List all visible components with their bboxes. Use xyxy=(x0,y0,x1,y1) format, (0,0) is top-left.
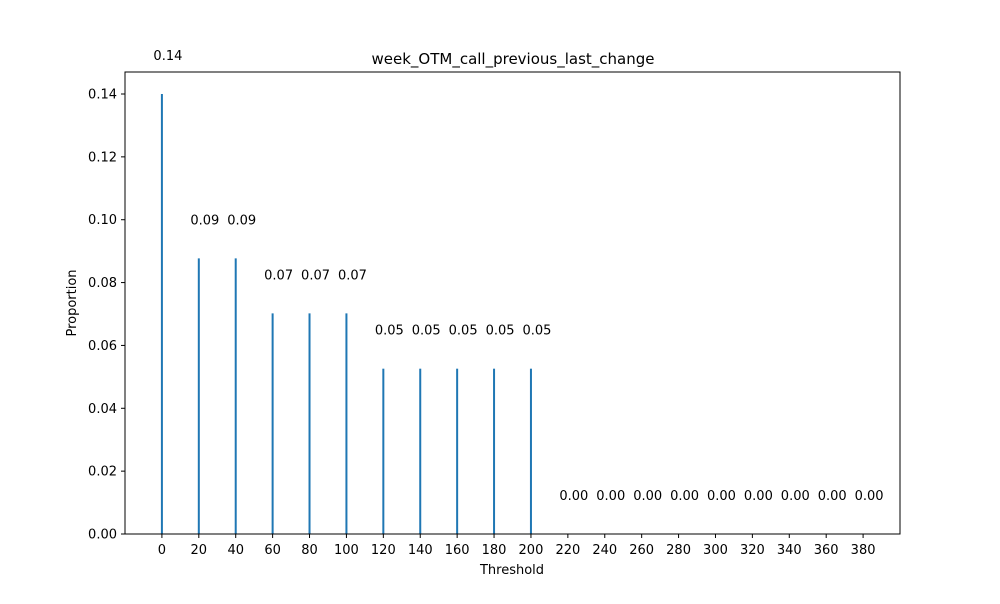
x-tick-label-240: 240 xyxy=(592,543,617,558)
bar-160 xyxy=(456,368,459,534)
x-tick-label-20: 20 xyxy=(191,543,208,558)
data-label-180: 0.05 xyxy=(486,324,515,339)
bar-200 xyxy=(529,368,532,534)
bar-20 xyxy=(197,258,200,534)
y-tick-label-2: 0.04 xyxy=(88,402,117,417)
x-tick-label-340: 340 xyxy=(777,543,802,558)
x-tick-label-180: 180 xyxy=(482,543,507,558)
x-axis: 0 20 40 60 80 100 120 140 160 180 200 220 240 260 280 3… xyxy=(158,534,876,558)
x-tick-label-100: 100 xyxy=(334,543,359,558)
x-tick-label-380: 380 xyxy=(851,543,876,558)
y-axis: 0.00 0.02 0.04 0.06 0.08 0.10 0.12 0.14 xyxy=(88,88,125,543)
bar-120 xyxy=(382,368,385,534)
bar-100 xyxy=(345,313,348,534)
y-tick-label-3: 0.06 xyxy=(88,339,117,354)
data-label-0: 0.14 xyxy=(153,49,182,64)
data-label-20: 0.09 xyxy=(190,213,219,228)
x-tick-label-360: 360 xyxy=(814,543,839,558)
data-label-300: 0.00 xyxy=(707,489,736,504)
data-label-380: 0.00 xyxy=(855,489,884,504)
x-tick-label-220: 220 xyxy=(555,543,580,558)
bar-0 xyxy=(160,94,163,534)
x-tick-label-60: 60 xyxy=(264,543,281,558)
bar-40 xyxy=(234,258,237,534)
data-label-100: 0.07 xyxy=(338,268,367,283)
plot-area-frame xyxy=(124,71,901,535)
data-label-120: 0.05 xyxy=(375,324,404,339)
x-tick-label-140: 140 xyxy=(408,543,433,558)
x-axis-label: Threshold xyxy=(479,563,544,578)
data-label-80: 0.07 xyxy=(301,268,330,283)
bar-60 xyxy=(271,313,274,534)
bar-80 xyxy=(308,313,311,534)
x-tick-label-160: 160 xyxy=(445,543,470,558)
data-label-140: 0.05 xyxy=(412,324,441,339)
data-labels-layer: 0.14 0.09 0.09 0.07 0.07 0.07 0.05 0.05 0.05 0.05… xyxy=(153,49,883,504)
data-label-60: 0.07 xyxy=(264,268,293,283)
data-label-320: 0.00 xyxy=(744,489,773,504)
y-tick-label-6: 0.12 xyxy=(88,150,117,165)
y-tick-label-4: 0.08 xyxy=(88,276,117,291)
y-tick-label-7: 0.14 xyxy=(88,88,117,103)
y-tick-label-1: 0.02 xyxy=(88,465,117,480)
data-label-280: 0.00 xyxy=(670,489,699,504)
data-label-260: 0.00 xyxy=(633,489,662,504)
data-label-240: 0.00 xyxy=(596,489,625,504)
y-tick-label-5: 0.10 xyxy=(88,213,117,228)
y-axis-label: Proportion xyxy=(65,269,80,336)
x-tick-label-260: 260 xyxy=(629,543,654,558)
bar-140 xyxy=(419,368,422,534)
x-tick-label-120: 120 xyxy=(371,543,396,558)
x-tick-label-40: 40 xyxy=(227,543,244,558)
x-tick-label-0: 0 xyxy=(158,543,166,558)
x-tick-label-200: 200 xyxy=(519,543,544,558)
y-tick-label-0: 0.00 xyxy=(88,528,117,543)
x-tick-label-300: 300 xyxy=(703,543,728,558)
data-label-220: 0.00 xyxy=(559,489,588,504)
data-label-200: 0.05 xyxy=(522,324,551,339)
data-label-40: 0.09 xyxy=(227,213,256,228)
chart-title: week_OTM_call_previous_last_change xyxy=(372,50,655,69)
data-label-340: 0.00 xyxy=(781,489,810,504)
bar-180 xyxy=(493,368,496,534)
x-tick-label-280: 280 xyxy=(666,543,691,558)
data-label-360: 0.00 xyxy=(818,489,847,504)
x-tick-label-80: 80 xyxy=(301,543,318,558)
data-label-160: 0.05 xyxy=(449,324,478,339)
bars-layer xyxy=(160,94,532,534)
x-tick-label-320: 320 xyxy=(740,543,765,558)
